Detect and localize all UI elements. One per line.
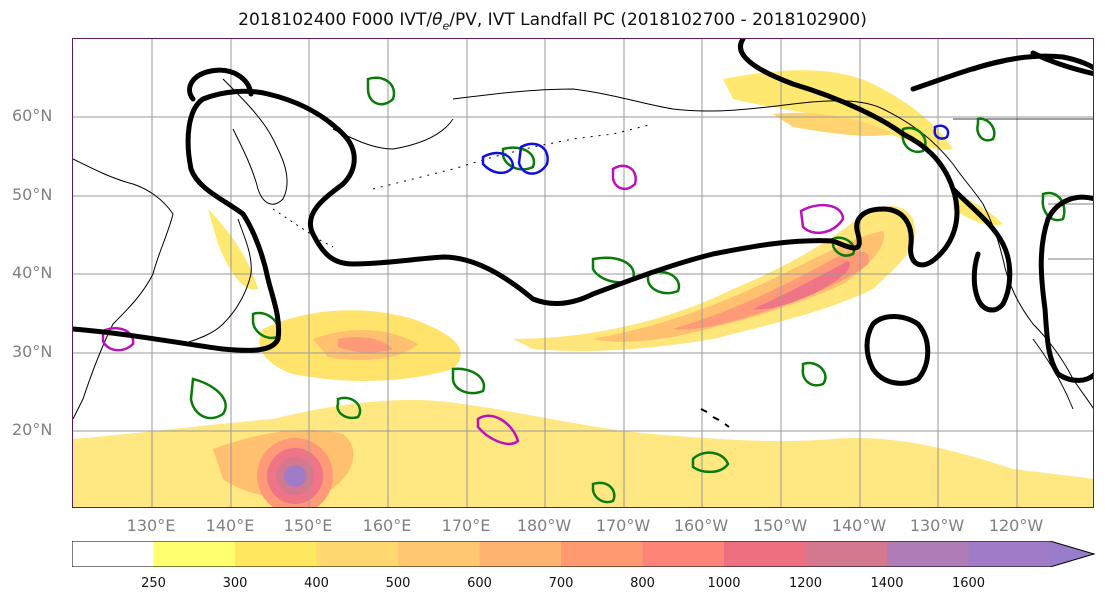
colorbar-tick-label: 800 [630, 576, 655, 591]
lat-label-50n: 50°N [12, 185, 53, 204]
colorbar-segment [398, 541, 480, 567]
colorbar-segment [153, 541, 236, 567]
lon-label-140e: 140°E [205, 516, 255, 535]
ivt-shading [73, 70, 1093, 507]
lat-label-20n: 20°N [12, 420, 53, 439]
state-border [1048, 203, 1093, 260]
baja-coast [1032, 338, 1074, 410]
colorbar-segment [642, 541, 725, 567]
pv-blue-contour-2 [517, 142, 549, 175]
colorbar-extend-arrow [1050, 541, 1094, 567]
colorbar-tick-label: 1000 [707, 576, 741, 591]
colorbar-tick-label: 250 [141, 576, 166, 591]
pv-magenta-contour-2 [799, 203, 845, 235]
colorbar-tick-label: 1600 [951, 576, 986, 591]
ivt-pc-main-contour [73, 39, 960, 353]
colorbar-tick-label: 1200 [788, 576, 823, 591]
colorbar-segment [561, 541, 643, 567]
lat-label-60n: 60°N [12, 106, 53, 125]
ivt-pc-top-right-contour [910, 58, 1006, 92]
ivt-pc-east-vertical [1038, 194, 1093, 383]
gridlines [73, 39, 1093, 507]
colorbar-segment [724, 541, 806, 567]
colorbar-segment [72, 541, 154, 567]
map-title: 2018102400 F000 IVT/θe/PV, IVT Landfall … [238, 10, 867, 33]
pv-blue-contour-3 [933, 124, 950, 140]
bering-coast [332, 118, 454, 150]
ivt-colorbar [72, 541, 1096, 567]
alaska-coast [452, 88, 984, 205]
coastlines [73, 78, 1093, 428]
lon-label-180w: 180°W [516, 516, 572, 535]
ivt-pc-east-contour [950, 186, 1013, 313]
japan-coast [182, 218, 252, 345]
colorbar-tick-label: 1400 [870, 576, 904, 591]
pv-magenta-contour-3 [101, 327, 135, 352]
pv-magenta-contour-4 [476, 414, 520, 446]
lon-label-170e: 170°E [441, 516, 491, 535]
colorbar-segment [805, 541, 888, 567]
lon-label-150w: 150°W [752, 516, 808, 535]
pv-blue-contour [481, 151, 515, 175]
colorbar-segment [316, 541, 399, 567]
ivt-pc-subtropical-loop [864, 314, 931, 386]
lon-label-120w: 120°W [988, 516, 1044, 535]
na-west-coast [982, 203, 1093, 409]
lon-label-160w: 160°W [673, 516, 729, 535]
hawaii-islands [700, 408, 730, 428]
lon-label-130w: 130°W [909, 516, 965, 535]
colorbar-segment [968, 541, 1051, 567]
ivt-landfall-contours [73, 39, 1093, 386]
theta-symbol: θ [432, 10, 443, 30]
ivt-pc-west-loop [187, 67, 254, 102]
lat-label-40n: 40°N [12, 263, 53, 282]
kuril-chain [272, 208, 334, 248]
theta-subscript: e [442, 19, 450, 33]
lon-label-150e: 150°E [283, 516, 333, 535]
pv-magenta-contour [611, 164, 637, 191]
lon-label-130e: 130°E [126, 516, 176, 535]
colorbar-segment [235, 541, 317, 567]
lon-label-170w: 170°W [595, 516, 651, 535]
lon-label-140w: 140°W [831, 516, 887, 535]
asia-coast [73, 158, 174, 420]
pv-contours [101, 124, 950, 446]
colorbar-segment [479, 541, 562, 567]
map-svg [73, 39, 1093, 507]
lon-label-160e: 160°E [362, 516, 412, 535]
map-panel [72, 38, 1094, 508]
colorbar-tick-label: 400 [304, 576, 329, 591]
lat-label-30n: 30°N [12, 342, 53, 361]
colorbar-tick-label: 500 [385, 576, 411, 591]
colorbar-tick-label: 600 [467, 576, 492, 591]
colorbar-tick-label: 300 [222, 576, 248, 591]
ivt-pc-top-contour [1030, 50, 1093, 77]
typhoon-core [284, 465, 306, 487]
colorbar-tick-label: 700 [548, 576, 574, 591]
colorbar-outline [72, 541, 1096, 567]
aleutian-chain [372, 123, 654, 190]
colorbar-segment [887, 541, 969, 567]
kamchatka-coast [222, 78, 288, 205]
